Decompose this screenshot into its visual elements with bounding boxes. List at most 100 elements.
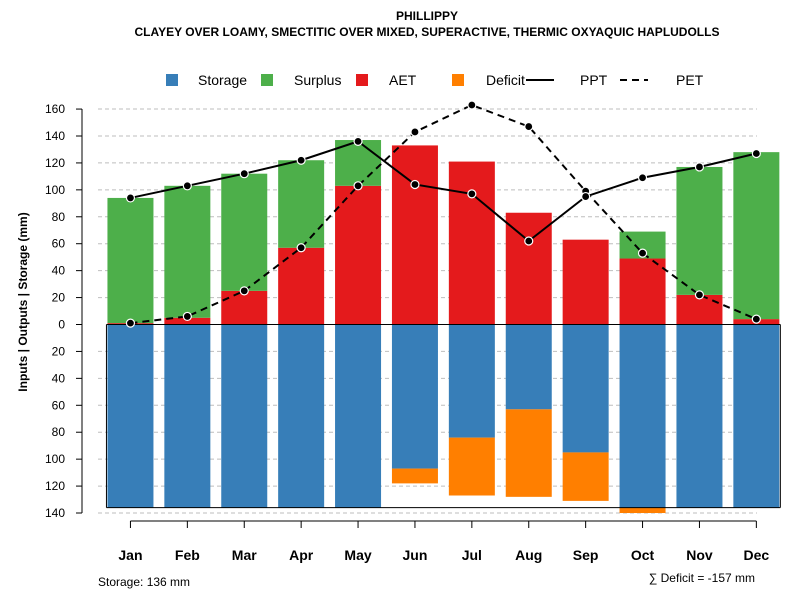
storage-bar — [448, 324, 495, 438]
legend-swatch — [261, 74, 273, 86]
y-tick-label: 120 — [45, 479, 65, 493]
y-tick-label: 60 — [52, 398, 66, 412]
legend-label: AET — [389, 72, 417, 88]
series-lines — [125, 100, 761, 328]
x-tick-label: Sep — [573, 547, 599, 563]
deficit-bar — [391, 468, 438, 484]
storage-bar — [733, 324, 780, 508]
pet-point — [467, 100, 477, 110]
x-tick-label: Mar — [232, 547, 257, 563]
ppt-point — [182, 181, 192, 191]
legend-swatch — [166, 74, 178, 86]
x-tick-label: May — [344, 547, 371, 563]
legend-label: Storage — [198, 72, 247, 88]
storage-bar — [164, 324, 211, 508]
ppt-point — [353, 136, 363, 146]
legend: Storage Surplus AET Deficit PPT PET — [166, 72, 704, 88]
y-tick-label: 60 — [52, 237, 66, 251]
aet-bar — [335, 185, 382, 325]
chart-subtitle: CLAYEY OVER LOAMY, SMECTITIC OVER MIXED,… — [135, 25, 720, 39]
x-tick-label: Oct — [631, 547, 655, 563]
ppt-point — [751, 148, 761, 159]
surplus-bar — [221, 173, 268, 291]
legend-label: Deficit — [486, 72, 525, 88]
ppt-point — [581, 191, 591, 202]
deficit-note: ∑ Deficit = -157 mm — [649, 571, 755, 585]
y-tick-label: 100 — [45, 183, 65, 197]
surplus-bar — [107, 197, 154, 324]
ppt-point — [410, 179, 420, 190]
pet-point — [125, 318, 136, 328]
y-tick-label: 20 — [52, 291, 66, 305]
y-tick-label: 160 — [45, 102, 65, 116]
x-tick-label: Aug — [515, 547, 542, 563]
aet-bar — [164, 317, 211, 325]
x-tick-label: Feb — [175, 547, 200, 563]
y-tick-label: 80 — [52, 210, 66, 224]
legend-swatch — [356, 74, 368, 86]
x-tick-label: Jun — [403, 547, 428, 563]
y-tick-label: 140 — [45, 506, 65, 520]
pet-point — [694, 290, 705, 300]
ppt-point — [467, 189, 477, 199]
surplus-bar — [278, 160, 325, 248]
aet-bar — [505, 212, 552, 325]
storage-bar — [676, 324, 723, 508]
y-tick-label: 20 — [52, 344, 66, 358]
aet-bar — [221, 290, 268, 325]
surplus-bar — [335, 140, 382, 186]
storage-bar — [335, 324, 382, 508]
ppt-line — [130, 140, 757, 243]
x-axis: Jan Feb Mar Apr May Jun Jul Aug Sep Oct Nov Dec — [118, 520, 770, 563]
aet-bar — [391, 145, 438, 325]
chart-title: PHILLIPPY — [396, 9, 458, 23]
ppt-point — [637, 173, 648, 183]
x-tick-label: Nov — [686, 547, 713, 563]
deficit-bar — [562, 452, 609, 501]
storage-bar — [562, 324, 609, 453]
pet-point — [182, 311, 192, 322]
legend-label: Surplus — [294, 72, 341, 88]
ppt-point — [694, 162, 705, 172]
x-tick-label: Dec — [744, 547, 770, 563]
deficit-bar — [505, 409, 552, 497]
ppt-point — [125, 193, 136, 203]
pet-point — [751, 314, 761, 324]
legend-label: PET — [676, 72, 704, 88]
surplus-bar — [733, 152, 780, 320]
surplus-bar — [164, 185, 211, 318]
pet-point — [410, 127, 420, 137]
y-tick-label: 80 — [52, 425, 66, 439]
y-tick-label: 0 — [58, 318, 65, 332]
storage-note: Storage: 136 mm — [98, 575, 190, 589]
storage-bar — [278, 324, 325, 508]
storage-bar — [619, 324, 666, 508]
aet-bar — [619, 258, 666, 325]
x-tick-label: Jan — [118, 547, 142, 563]
storage-bar — [391, 324, 438, 469]
y-axis: 160 140 120 100 80 60 40 20 0 20 40 60 80 100 120 140 — [45, 102, 83, 520]
storage-bar — [221, 324, 268, 508]
y-axis-label: Inputs | Outputs | Storage (mm) — [16, 212, 30, 391]
y-tick-label: 40 — [52, 371, 66, 385]
pet-point — [296, 243, 306, 253]
aet-bar — [448, 161, 495, 325]
pet-point — [637, 248, 648, 258]
y-tick-label: 40 — [52, 264, 66, 278]
aet-bar — [562, 239, 609, 325]
y-tick-label: 120 — [45, 156, 65, 170]
aet-bar — [676, 294, 723, 325]
legend-swatch — [452, 74, 464, 86]
pet-point — [524, 121, 534, 132]
pet-point — [239, 286, 249, 296]
pet-line — [130, 103, 757, 325]
storage-bar — [107, 324, 154, 508]
y-tick-label: 100 — [45, 452, 65, 466]
x-tick-label: Jul — [462, 547, 482, 563]
deficit-bar — [448, 437, 495, 496]
legend-label: PPT — [580, 72, 608, 88]
ppt-point — [524, 236, 534, 246]
bars — [105, 140, 781, 514]
ppt-point — [239, 169, 249, 179]
